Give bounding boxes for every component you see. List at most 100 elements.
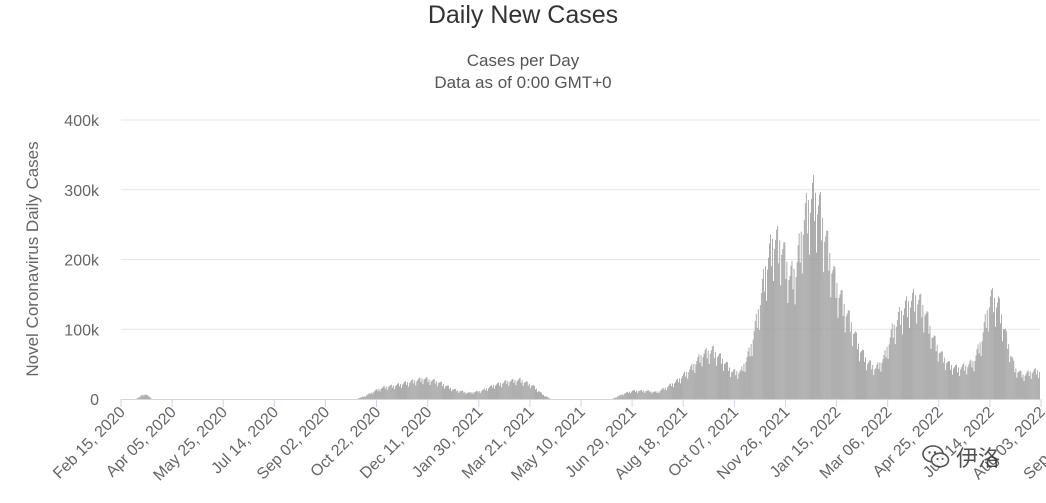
bar [925,313,927,399]
bar [499,385,501,399]
bar [853,332,855,399]
bar [511,379,513,399]
bar [905,300,906,399]
bar [441,385,443,399]
bar [402,384,403,399]
bar [485,388,487,399]
bar [651,393,653,399]
bar [964,370,966,399]
bar [791,260,793,399]
bar [1037,378,1039,399]
bar [415,385,417,399]
bar [677,378,678,399]
bar [461,390,463,399]
bar [617,396,619,399]
bar [967,367,969,399]
bar [799,262,801,399]
bar [839,294,841,399]
bar [531,385,533,399]
bar [1033,369,1035,399]
bar [1034,368,1036,399]
bar [477,392,479,399]
bar [781,254,783,399]
bar [862,349,863,399]
bar [668,384,670,399]
bar [955,365,956,399]
bar [671,383,673,399]
bar [798,233,800,399]
bar [784,242,786,399]
bar [471,392,473,399]
bar [755,313,757,399]
bar [805,193,807,399]
bar [924,315,926,399]
bar [1004,328,1006,399]
bar [437,382,439,399]
bar [424,378,426,399]
bar [628,393,629,399]
bar [1011,356,1013,399]
bar [878,368,880,399]
bar [935,351,937,399]
bar [872,365,874,399]
bar [1027,370,1029,399]
bar [502,383,504,399]
bar [1024,375,1026,399]
bar [392,385,394,399]
bar [370,393,372,399]
bar [763,291,765,399]
bar [144,394,146,399]
bar [974,360,976,399]
bar [815,192,816,399]
bar [1000,323,1001,399]
bar [373,391,375,399]
bar [372,393,374,399]
bar [910,307,911,399]
bar [812,182,813,399]
bar [990,290,992,399]
bar [497,383,498,399]
bar [667,386,669,399]
bar [1036,370,1038,399]
bar [633,390,634,399]
bar [675,381,676,399]
bar [639,390,641,399]
bar [754,321,756,399]
bar [1025,373,1027,399]
bar [676,379,677,399]
bar [728,371,730,399]
bar [836,283,838,399]
bar [398,383,399,399]
bar [790,265,792,399]
bar [1022,374,1024,399]
bar [895,326,897,399]
bar [371,392,373,399]
bar [674,383,675,399]
bar [418,378,420,399]
bar [753,331,755,399]
bar [456,391,458,399]
bar [984,314,986,399]
bar [828,270,830,399]
bar [782,249,784,399]
bar [455,388,457,399]
bar [539,391,540,399]
bar [906,296,907,399]
bar [1005,328,1007,399]
bar [476,390,478,399]
bar [844,332,846,399]
bar [824,241,826,399]
bar [940,351,942,399]
bar [1017,372,1019,399]
bar [616,396,618,399]
bar [817,214,818,399]
bar [685,376,687,399]
bar [460,391,462,399]
bar [731,372,733,399]
bar [735,375,737,399]
bar [864,361,865,399]
bar [538,391,539,399]
bar [688,372,690,399]
bar [404,382,405,399]
bar [908,301,909,399]
